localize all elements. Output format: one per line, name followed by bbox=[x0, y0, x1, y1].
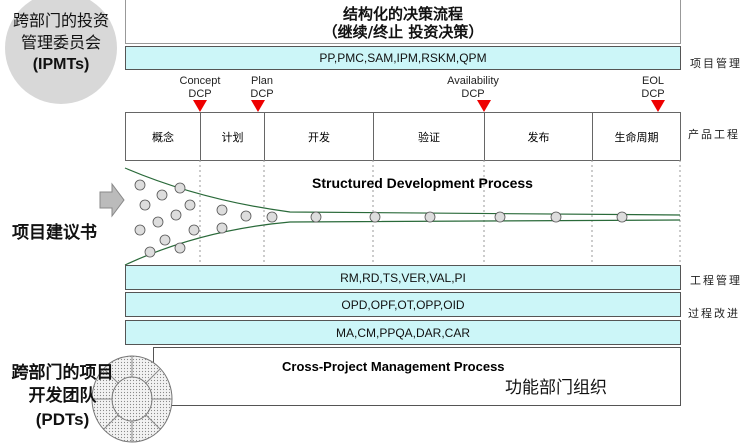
pm-label: 项目管理 bbox=[690, 57, 742, 70]
bar-text: OPD,OPF,OT,OPP,OID bbox=[341, 297, 465, 312]
bar-text: RM,RD,TS,VER,VAL,PI bbox=[340, 270, 466, 285]
decision-box: 结构化的决策流程 （继续/终止 投资决策） bbox=[125, 0, 681, 44]
pdt-line1: 跨部门的项目 bbox=[11, 363, 114, 383]
dcp-name: Plan bbox=[250, 75, 274, 87]
funnel-title: Structured Development Process bbox=[312, 175, 533, 191]
dcp-triangle-icon bbox=[251, 100, 265, 112]
pm-bar-text: PP,PMC,SAM,IPM,RSKM,QPM bbox=[319, 51, 487, 65]
dcp-name: Availability bbox=[447, 75, 499, 87]
dcp-concept: Concept DCP bbox=[160, 75, 240, 101]
dcp-triangle-icon bbox=[477, 100, 491, 112]
phase: 发布 bbox=[485, 113, 593, 160]
dcp-suffix: DCP bbox=[461, 88, 485, 100]
process-bar: OPD,OPF,OT,OPP,OID bbox=[125, 292, 681, 317]
pdt-line2: 开发团队 bbox=[28, 386, 97, 406]
ipmt-line1: 跨部门的投资 bbox=[12, 11, 109, 30]
dcp-plan: Plan DCP bbox=[222, 75, 302, 101]
phase-label: 产品工程 bbox=[688, 128, 740, 141]
dcp-name: Concept bbox=[179, 75, 221, 87]
dcp-suffix: DCP bbox=[250, 88, 274, 100]
pdt-circle bbox=[91, 355, 173, 443]
support-bar: MA,CM,PPQA,DAR,CAR bbox=[125, 320, 681, 345]
dcp-name: EOL bbox=[641, 75, 664, 87]
eng-label: 工程管理 bbox=[690, 274, 742, 287]
pdt-line3: (PDTs) bbox=[35, 410, 90, 429]
phase: 验证 bbox=[374, 113, 485, 160]
arrow-icon bbox=[99, 182, 125, 218]
phase: 概念 bbox=[126, 113, 201, 160]
process-label: 过程改进 bbox=[688, 307, 740, 320]
functional-dept-label: 功能部门组织 bbox=[505, 378, 607, 398]
pdt-label: 跨部门的项目 开发团队 (PDTs) bbox=[0, 362, 125, 431]
ipmt-circle bbox=[5, 0, 117, 104]
proposal-label: 项目建议书 bbox=[12, 223, 97, 243]
dcp-suffix: DCP bbox=[641, 88, 665, 100]
dcp-suffix: DCP bbox=[188, 88, 212, 100]
pm-bar: PP,PMC,SAM,IPM,RSKM,QPM bbox=[125, 46, 681, 70]
eng-bar: RM,RD,TS,VER,VAL,PI bbox=[125, 265, 681, 290]
funnel-bottom-curve bbox=[124, 219, 681, 265]
dcp-triangle-icon bbox=[651, 100, 665, 112]
dcp-triangle-icon bbox=[193, 100, 207, 112]
dcp-availability: Availability DCP bbox=[433, 75, 513, 101]
phase-row: 概念 计划 开发 验证 发布 生命周期 bbox=[125, 112, 681, 161]
funnel-diagram bbox=[99, 160, 681, 265]
decision-subtitle: （继续/终止 投资决策） bbox=[322, 23, 484, 41]
phase: 开发 bbox=[265, 113, 374, 160]
bar-text: MA,CM,PPQA,DAR,CAR bbox=[335, 325, 470, 340]
ipmt-line3: (IPMTs) bbox=[32, 56, 90, 73]
funnel-top-curve bbox=[124, 167, 681, 216]
phase: 生命周期 bbox=[614, 130, 659, 144]
decision-title: 结构化的决策流程 bbox=[342, 5, 463, 23]
dcp-eol: EOL DCP bbox=[613, 75, 693, 101]
ipmt-label: 跨部门的投资 管理委员会 (IPMTs) bbox=[0, 10, 122, 76]
phase: 计划 bbox=[201, 113, 265, 160]
cross-title: Cross-Project Management Process bbox=[282, 359, 505, 374]
ipmt-line2: 管理委员会 bbox=[20, 33, 101, 52]
